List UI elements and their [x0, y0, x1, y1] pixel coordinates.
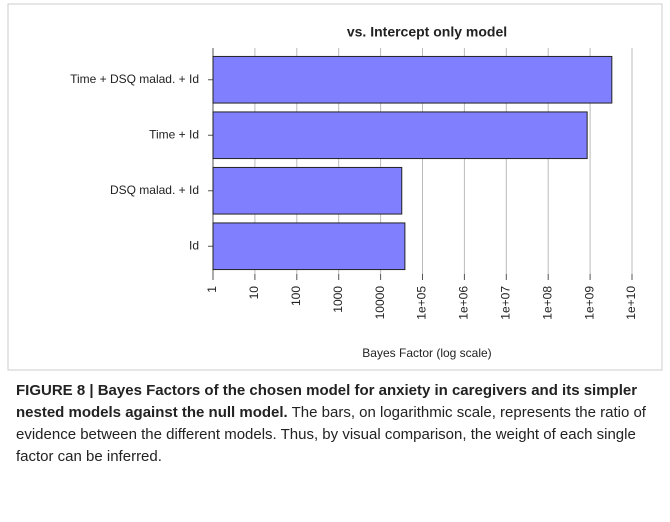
- x-tick-label: 10: [247, 286, 261, 300]
- x-tick-label: 100: [289, 286, 303, 306]
- caption-title: FIGURE 8 | Bayes Factors of the chosen m…: [16, 382, 638, 421]
- x-tick-label: 1e+07: [498, 286, 512, 320]
- x-tick-label: 1e+06: [457, 286, 471, 320]
- x-tick-label: 1e+09: [582, 286, 596, 320]
- y-tick-label: Id: [189, 238, 199, 252]
- chart: vs. Intercept only model Bayes Factor (l…: [7, 3, 663, 371]
- bar: [212, 166, 403, 215]
- x-tick-label: 1: [205, 286, 219, 293]
- x-tick-label: 1e+05: [415, 286, 429, 320]
- figure-frame: [7, 3, 663, 371]
- bar: [212, 222, 406, 271]
- x-tick-label: 1000: [331, 286, 345, 313]
- y-tick-label: DSQ malad. + Id: [110, 183, 199, 197]
- x-tick-label: 10000: [373, 286, 387, 320]
- x-tick-label: 1e+10: [624, 286, 638, 320]
- caption: FIGURE 8 | Bayes Factors of the chosen m…: [16, 380, 661, 468]
- chart-title: vs. Intercept only model: [347, 24, 507, 40]
- x-tick-label: 1e+08: [540, 286, 554, 320]
- x-axis-title: Bayes Factor (log scale): [362, 346, 491, 360]
- bar: [212, 111, 588, 160]
- bar: [212, 55, 613, 104]
- y-tick-label: Time + DSQ malad. + Id: [70, 72, 199, 86]
- y-tick-label: Time + Id: [149, 127, 199, 141]
- caption-text: The bars, on logarithmic scale, represen…: [16, 404, 646, 465]
